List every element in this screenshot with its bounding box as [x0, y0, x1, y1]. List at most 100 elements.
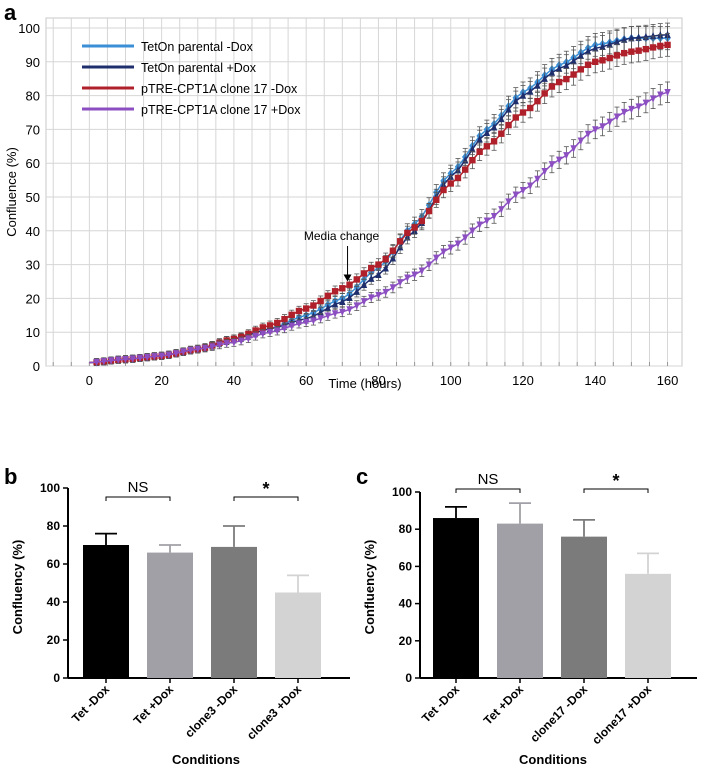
media-change-label: Media change	[304, 229, 380, 243]
y-tick-label: 40	[399, 597, 413, 611]
data-point	[599, 57, 606, 64]
legend-label: TetOn parental +Dox	[141, 61, 257, 75]
y-tick-label: 80	[399, 522, 413, 536]
data-point	[584, 61, 592, 68]
data-point	[584, 47, 592, 55]
x-tick-label: 0	[86, 373, 93, 388]
x-tick-label: 80	[371, 373, 385, 388]
x-tick-label: 40	[227, 373, 241, 388]
data-point	[548, 161, 556, 169]
data-point	[187, 346, 194, 355]
data-point	[404, 274, 411, 282]
data-point	[346, 281, 353, 288]
data-point	[158, 352, 165, 361]
panel-b-bar-chart: 0 20 40 60 80 100 Tet -Dox Tet +Dox clone3 -Dox…	[10, 479, 350, 767]
significance-label: NS	[478, 471, 499, 488]
data-point	[418, 267, 426, 275]
data-point	[527, 104, 534, 112]
significance-label: *	[262, 479, 269, 499]
data-point	[180, 348, 187, 356]
data-point	[172, 350, 180, 358]
data-point	[563, 152, 570, 160]
x-axis-label-a: Time (hours)	[328, 376, 401, 391]
data-point	[512, 191, 519, 199]
data-point	[541, 90, 548, 97]
significance-b: NS *	[105, 479, 299, 501]
data-point	[577, 137, 585, 145]
data-point	[548, 68, 556, 76]
bar	[147, 552, 193, 678]
data-point	[389, 247, 397, 254]
data-point	[353, 287, 360, 295]
y-tick-label: 20	[26, 291, 40, 306]
significance-label: *	[612, 471, 619, 491]
data-point	[483, 143, 491, 150]
y-tick-label: 60	[399, 559, 413, 573]
data-point	[382, 288, 389, 297]
bar	[625, 573, 671, 678]
data-point	[483, 217, 491, 225]
data-point	[368, 274, 375, 282]
data-point	[302, 318, 310, 327]
data-point	[396, 279, 404, 287]
data-point	[360, 270, 368, 277]
data-point	[563, 61, 570, 69]
data-point	[353, 276, 360, 283]
data-point	[107, 357, 115, 365]
data-point	[346, 306, 353, 314]
data-point	[570, 145, 577, 153]
panel-letter-b: b	[4, 464, 17, 489]
data-point	[339, 308, 346, 317]
data-point	[599, 123, 606, 131]
data-point	[454, 240, 462, 248]
data-point	[230, 339, 238, 347]
bar	[211, 546, 257, 678]
data-point	[346, 293, 353, 301]
y-tick-label: 100	[40, 481, 60, 495]
data-point	[368, 294, 375, 302]
data-point	[657, 91, 664, 99]
data-point	[353, 302, 360, 310]
x-tick-label: 140	[584, 373, 606, 388]
data-point	[606, 54, 613, 62]
x-tick-label: 60	[299, 373, 313, 388]
x-tick-label: clone3 +Dox	[244, 682, 304, 742]
data-point	[469, 156, 476, 164]
data-point	[642, 99, 650, 108]
y-tick-label: 20	[399, 634, 413, 648]
y-tick-label: 80	[26, 89, 40, 104]
media-change-arrowhead	[343, 274, 352, 282]
data-point	[447, 180, 454, 187]
panel-letter-a: a	[4, 0, 17, 25]
y-tick-label: 0	[33, 359, 40, 374]
data-point	[245, 330, 252, 338]
y-axis-label-a: Confluence (%)	[4, 147, 19, 237]
data-point	[339, 297, 346, 305]
data-point	[266, 329, 274, 337]
data-point	[498, 206, 505, 214]
data-point	[324, 303, 332, 312]
significance-bracket	[583, 488, 649, 493]
y-tick-label: 90	[26, 55, 40, 70]
annotation-media-change: Media change	[304, 229, 380, 282]
x-tick-label: 100	[440, 373, 462, 388]
data-point	[628, 33, 635, 42]
data-point	[577, 66, 585, 73]
data-point	[375, 291, 382, 300]
data-point	[324, 312, 332, 320]
panel-a-line-chart: 0 20 40 60 80 100 120 140 160 0 10 20 30 40 50 60 70 80 9…	[4, 17, 683, 391]
data-point	[375, 261, 382, 268]
data-point	[194, 345, 201, 354]
data-point	[360, 280, 368, 289]
data-point	[592, 126, 599, 134]
x-axis-label-b: Conditions	[172, 752, 240, 767]
data-point	[201, 344, 209, 353]
y-tick-label: 0	[53, 671, 60, 685]
bar	[83, 545, 129, 678]
data-point	[404, 229, 411, 237]
data-point	[216, 341, 223, 350]
x-tick-label: clone3 -Dox	[182, 682, 240, 740]
data-point	[324, 292, 332, 300]
data-point	[425, 207, 433, 215]
panel-letter-c: c	[356, 464, 368, 489]
